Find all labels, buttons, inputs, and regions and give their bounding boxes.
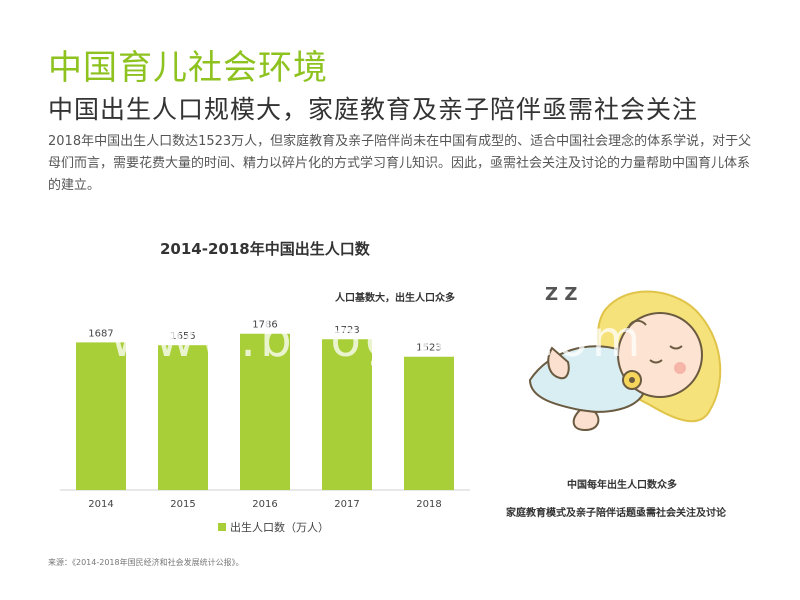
source-note: 来源：《2014-2018年国民经济和社会发展统计公报》。: [48, 558, 244, 567]
slide-title: 中国育儿社会环境: [48, 48, 328, 88]
watermark: www.baogao8.com: [110, 310, 645, 368]
sleeping-baby-illustration: Z Z: [510, 270, 740, 444]
x-tick-label-2015: 2015: [170, 499, 195, 510]
chart-legend: 出生人口数（万人）: [218, 519, 329, 535]
x-tick-label-2017: 2017: [334, 499, 359, 510]
bar-2014: [76, 342, 126, 490]
data-label-2017: 1723: [334, 325, 359, 336]
bar-2017: [322, 339, 372, 490]
bar-2015: [158, 345, 208, 490]
sleep-z-icon: Z Z: [545, 284, 577, 305]
illustration-caption-1: 中国每年出生人口数众多: [567, 480, 677, 491]
data-label-2015: 1655: [170, 331, 195, 342]
bar-2016: [240, 333, 290, 490]
bar-2018: [404, 356, 454, 490]
legend-swatch: [218, 523, 226, 531]
legend-label: 出生人口数（万人）: [230, 521, 329, 534]
x-tick-label-2018: 2018: [416, 499, 441, 510]
illustration-caption-2: 家庭教育模式及亲子陪伴话题亟需社会关注及讨论: [506, 508, 726, 519]
x-tick-label-2014: 2014: [88, 499, 113, 510]
bar-chart: 1687 2014 1655 2015 1786 2016 1723 2017 1523 2018: [60, 320, 470, 510]
data-label-2018: 1523: [416, 343, 441, 354]
data-label-2016: 1786: [252, 320, 277, 331]
chart-title: 2014-2018年中国出生人口数: [160, 240, 370, 258]
chart-annotation: 人口基数大，出生人口众多: [335, 293, 455, 304]
x-tick-label-2016: 2016: [252, 499, 277, 510]
slide-body-text: 2018年中国出生人口数达1523万人，但家庭教育及亲子陪伴尚未在中国有成型的、…: [48, 134, 752, 193]
data-label-2014: 1687: [88, 328, 113, 339]
slide-subtitle: 中国出生人口规模大，家庭教育及亲子陪伴亟需社会关注: [48, 95, 699, 124]
